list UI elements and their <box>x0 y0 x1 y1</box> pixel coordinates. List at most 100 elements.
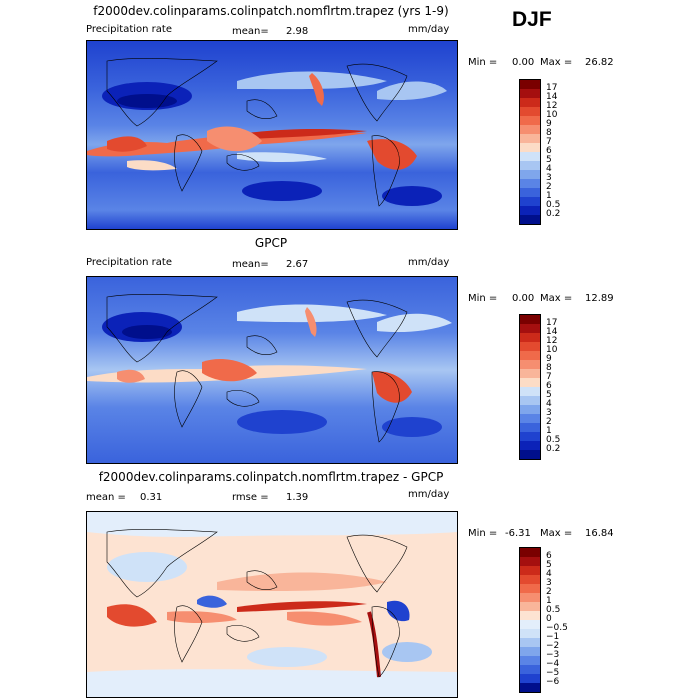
panel2-min-label: Min = <box>468 293 498 304</box>
colorbar-tick-label: 8 <box>546 128 552 138</box>
panel3-rmse-value: 1.39 <box>286 492 309 503</box>
colorbar-tick-label: 7 <box>546 372 552 382</box>
colorbar-swatch <box>520 161 540 170</box>
colorbar-tick-label: 7 <box>546 137 552 147</box>
panel2-max-label: Max = <box>540 293 573 304</box>
colorbar-tick-label: 10 <box>546 110 558 120</box>
colorbar-boxes <box>519 79 541 225</box>
colorbar-tick-label: 0.2 <box>546 444 561 454</box>
colorbar-tick-label: 1 <box>546 596 552 606</box>
colorbar-swatch <box>520 369 540 378</box>
panel3-min-value: -6.31 <box>505 528 531 539</box>
colorbar-swatch <box>520 611 540 620</box>
colorbar-swatch <box>520 351 540 360</box>
colorbar-swatch <box>520 638 540 647</box>
colorbar-tick-label: −6 <box>546 677 560 687</box>
panel1-left-label: Precipitation rate <box>86 24 172 35</box>
colorbar-swatch <box>520 89 540 98</box>
panel1-units: mm/day <box>408 24 450 35</box>
colorbar-swatch <box>520 405 540 414</box>
colorbar-tick-label: 17 <box>546 83 558 93</box>
colorbar-swatch <box>520 152 540 161</box>
colorbar-swatch <box>520 125 540 134</box>
colorbar-tick-label: 14 <box>546 327 558 337</box>
panel2-left-label: Precipitation rate <box>86 257 172 268</box>
colorbar-swatch <box>520 315 540 324</box>
colorbar-tick-label: −0.5 <box>546 623 568 633</box>
panel2-mean-value: 2.67 <box>286 259 309 270</box>
colorbar-tick-label: −5 <box>546 668 560 678</box>
colorbar-tick-label: 3 <box>546 173 552 183</box>
colorbar-tick-label: 2 <box>546 182 552 192</box>
colorbar-tick-label: −1 <box>546 632 560 642</box>
colorbar-tick-label: 5 <box>546 155 552 165</box>
colorbar-tick-label: 17 <box>546 318 558 328</box>
panel2-mean-label: mean= <box>232 259 269 270</box>
colorbar-tick-label: −3 <box>546 650 560 660</box>
colorbar-tick-label: −2 <box>546 641 560 651</box>
colorbar-tick-label: 12 <box>546 336 558 346</box>
panel1-min-value: 0.00 <box>512 57 535 68</box>
colorbar-swatch <box>520 378 540 387</box>
colorbar-swatch <box>520 197 540 206</box>
colorbar-tick-label: 5 <box>546 390 552 400</box>
panel3-units: mm/day <box>408 489 450 500</box>
colorbar-tick-label: 9 <box>546 119 552 129</box>
colorbar-swatch <box>520 575 540 584</box>
panel2-max-value: 12.89 <box>585 293 614 304</box>
colorbar-tick-label: 1 <box>546 191 552 201</box>
colorbar-swatch <box>520 602 540 611</box>
panel1-map <box>86 40 458 230</box>
colorbar-swatch <box>520 620 540 629</box>
panel3-mean-value: 0.31 <box>140 492 163 503</box>
colorbar-tick-label: 14 <box>546 92 558 102</box>
colorbar-swatch <box>520 450 540 459</box>
colorbar-swatch <box>520 80 540 89</box>
panel2-units: mm/day <box>408 257 450 268</box>
colorbar-tick-label: 8 <box>546 363 552 373</box>
colorbar-swatch <box>520 179 540 188</box>
colorbar-tick-label: 0.5 <box>546 605 561 615</box>
colorbar-tick-label: 6 <box>546 146 552 156</box>
colorbar-tick-label: 6 <box>546 381 552 391</box>
colorbar-swatch <box>520 566 540 575</box>
colorbar-tick-label: 5 <box>546 560 552 570</box>
colorbar-swatch <box>520 360 540 369</box>
colorbar-tick-label: 4 <box>546 164 552 174</box>
panel2-map <box>86 276 458 464</box>
panel1-mean-label: mean= <box>232 26 269 37</box>
colorbar-swatch <box>520 584 540 593</box>
colorbar-swatch <box>520 324 540 333</box>
colorbar-swatch <box>520 423 540 432</box>
colorbar-swatch <box>520 548 540 557</box>
colorbar-tick-label: 9 <box>546 354 552 364</box>
colorbar-swatch <box>520 170 540 179</box>
panel1-title: f2000dev.colinparams.colinpatch.nomflrtm… <box>93 4 449 18</box>
colorbar-tick-label: 4 <box>546 569 552 579</box>
panel3-title: f2000dev.colinparams.colinpatch.nomflrtm… <box>98 470 444 484</box>
colorbar-swatch <box>520 665 540 674</box>
colorbar-tick-label: 3 <box>546 408 552 418</box>
colorbar-swatch <box>520 441 540 450</box>
colorbar-swatch <box>520 98 540 107</box>
colorbar-swatch <box>520 107 540 116</box>
colorbar-swatch <box>520 683 540 692</box>
panel1-mean-value: 2.98 <box>286 26 309 37</box>
colorbar-tick-label: 6 <box>546 551 552 561</box>
colorbar-boxes <box>519 314 541 460</box>
colorbar-tick-label: 2 <box>546 417 552 427</box>
panel3-max-label: Max = <box>540 528 573 539</box>
colorbar-tick-label: 0 <box>546 614 552 624</box>
colorbar-swatch <box>520 116 540 125</box>
colorbar-swatch <box>520 674 540 683</box>
colorbar-swatch <box>520 629 540 638</box>
colorbar-swatch <box>520 557 540 566</box>
panel3-map <box>86 511 458 698</box>
colorbar-swatch <box>520 414 540 423</box>
colorbar-swatch <box>520 432 540 441</box>
panel3-min-label: Min = <box>468 528 498 539</box>
colorbar-swatch <box>520 143 540 152</box>
panel1-max-value: 26.82 <box>585 57 614 68</box>
season-label: DJF <box>512 8 552 31</box>
colorbar-swatch <box>520 647 540 656</box>
